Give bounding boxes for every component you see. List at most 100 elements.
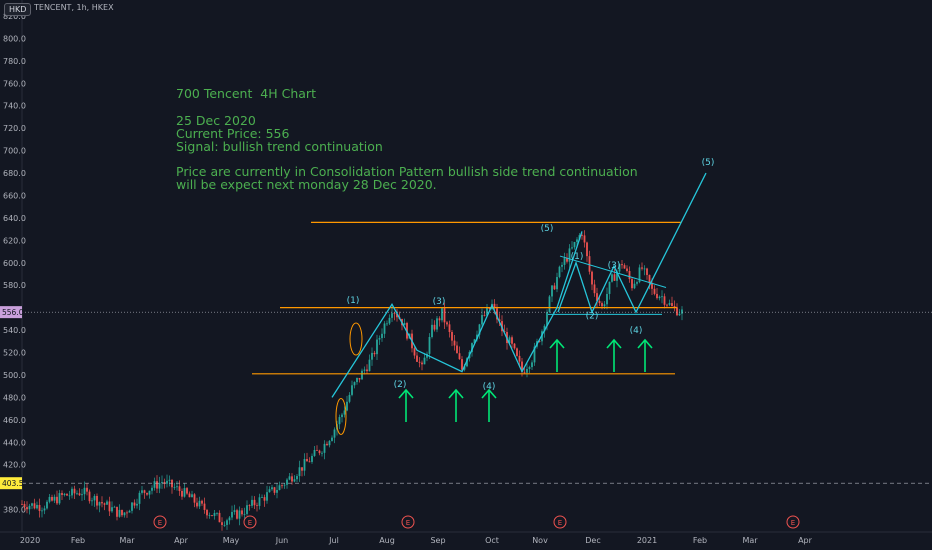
earnings-marker-label: E xyxy=(248,519,252,527)
x-tick-label: 2021 xyxy=(637,536,657,545)
marker-price-label: 403.5 xyxy=(2,479,24,488)
candle-body xyxy=(261,497,263,498)
candle-body xyxy=(66,493,68,496)
buy-arrow-head xyxy=(448,388,464,399)
x-tick-label: Jun xyxy=(275,536,289,545)
candle-body xyxy=(233,510,236,512)
candle-body xyxy=(246,505,248,514)
candle-body xyxy=(673,306,676,308)
current-price-badge xyxy=(0,306,22,319)
candle-body xyxy=(463,366,466,370)
candle-body xyxy=(371,352,373,360)
candle-body xyxy=(351,385,353,395)
buy-arrow-head xyxy=(481,388,497,399)
candle-body xyxy=(393,313,396,315)
candle-body xyxy=(431,324,433,338)
candle-body xyxy=(173,487,176,489)
candle-body xyxy=(518,355,521,362)
candle-body xyxy=(318,450,321,454)
candle-body xyxy=(488,307,491,309)
candle-body xyxy=(511,337,513,344)
candle-body xyxy=(41,510,43,512)
candle-body xyxy=(73,488,76,494)
x-tick-label: Mar xyxy=(119,536,135,545)
candle-body xyxy=(321,452,323,454)
y-tick-label: 800.0 xyxy=(3,34,26,43)
earnings-marker xyxy=(553,515,567,529)
candle-body xyxy=(326,443,328,446)
candle-body xyxy=(663,296,666,305)
candle-body xyxy=(641,267,643,269)
wave-label: (2) xyxy=(394,380,407,390)
wave-label: (5) xyxy=(541,224,554,234)
candle-body xyxy=(521,361,523,372)
x-tick-label: Dec xyxy=(585,536,600,545)
candle-body xyxy=(596,293,598,301)
candle-body xyxy=(301,467,303,471)
candle-body xyxy=(101,502,103,504)
candle-body xyxy=(548,296,551,313)
candle-body xyxy=(291,476,293,482)
candle-body xyxy=(526,368,528,373)
candle-body xyxy=(253,499,256,506)
highlight-ellipse xyxy=(335,397,347,435)
candle-body xyxy=(376,339,378,355)
symbol-label: TENCENT, 1h, HKEX xyxy=(34,3,114,12)
candle-body xyxy=(203,503,206,510)
x-tick-label: Mar xyxy=(742,536,758,545)
y-tick-label: 460.0 xyxy=(3,416,26,425)
candle-body xyxy=(561,264,563,267)
candle-body xyxy=(603,304,606,307)
currency-button[interactable]: HKD xyxy=(4,3,32,16)
candle-body xyxy=(621,264,623,266)
candle-body xyxy=(426,353,428,358)
candle-body xyxy=(388,317,391,324)
earnings-marker-label: E xyxy=(158,519,162,527)
earnings-marker xyxy=(401,515,415,529)
candle-body xyxy=(251,499,253,506)
candle-body xyxy=(631,279,633,289)
candle-body xyxy=(208,515,211,516)
y-tick-label: 680.0 xyxy=(3,169,26,178)
candle-body xyxy=(243,513,246,515)
candle-body xyxy=(198,500,201,507)
candle-body xyxy=(681,309,683,314)
candle-body xyxy=(76,493,78,495)
candle-body xyxy=(678,313,681,316)
candle-body xyxy=(523,371,526,373)
candle-body xyxy=(611,274,613,282)
candle-body xyxy=(343,410,346,415)
candle-body xyxy=(151,487,153,491)
candle-body xyxy=(231,511,233,518)
candle-body xyxy=(186,488,188,494)
candle-body xyxy=(111,507,113,512)
x-tick-label: Apr xyxy=(798,536,813,545)
candle-body xyxy=(53,496,56,501)
candle-body xyxy=(288,476,291,480)
candle-body xyxy=(81,494,83,496)
x-tick-label: Nov xyxy=(532,536,548,545)
candle-body xyxy=(36,504,38,509)
candle-body xyxy=(276,489,278,493)
candle-body xyxy=(551,285,553,297)
candle-body xyxy=(483,315,486,316)
candle-body xyxy=(113,506,116,508)
wave-label: (4) xyxy=(630,326,643,336)
earnings-marker-label: E xyxy=(791,519,795,527)
candle-body xyxy=(661,296,663,298)
earnings-marker-label: E xyxy=(558,519,562,527)
candle-body xyxy=(556,277,558,290)
annotation-signal: Signal: bullish trend continuation xyxy=(176,139,383,154)
candle-body xyxy=(316,449,318,451)
candle-body xyxy=(278,485,281,490)
candle-body xyxy=(286,479,288,485)
candle-body xyxy=(588,256,591,272)
wave-label: (2) xyxy=(586,312,599,322)
candle-body xyxy=(643,268,646,270)
candle-body xyxy=(508,337,511,344)
triangle-wave-line xyxy=(557,172,707,314)
candle-body xyxy=(38,504,41,511)
y-tick-label: 660.0 xyxy=(3,191,26,200)
candle-body xyxy=(671,303,673,307)
